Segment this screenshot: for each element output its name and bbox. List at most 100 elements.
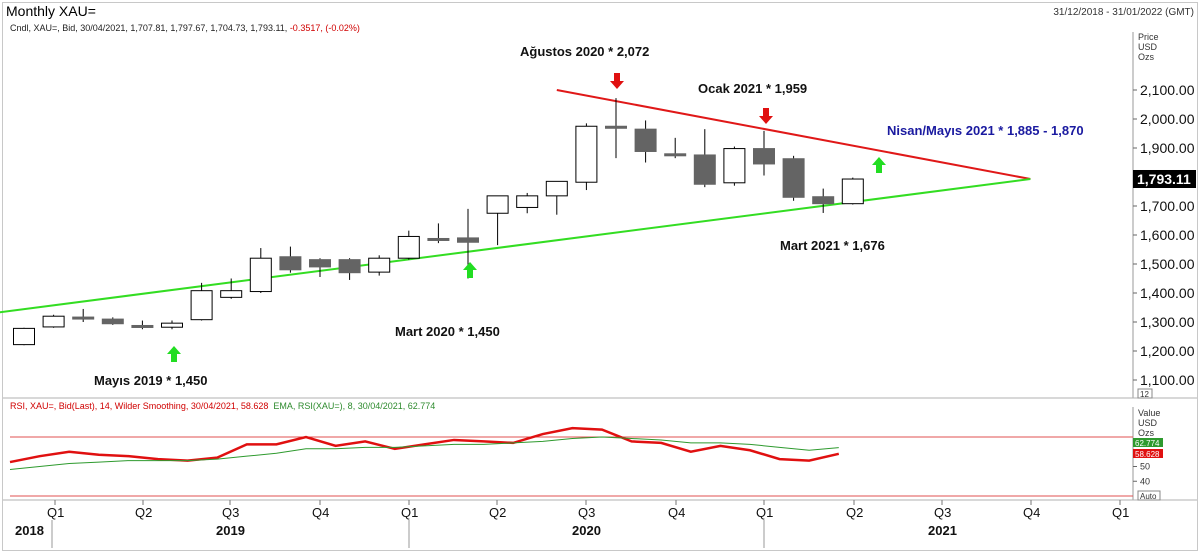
quarter-label: Q1 [756,505,773,520]
price-tick-label: 1,900.00 [1140,140,1195,156]
price-info-line: Cndl, XAU=, Bid, 30/04/2021, 1,707.81, 1… [10,23,360,33]
quarter-label: Q2 [135,505,152,520]
candle-up [397,235,420,259]
year-label: 2020 [572,523,601,538]
price-axis-label-1: Price [1138,32,1159,42]
rsi-axis-label-1: Value [1138,408,1161,418]
annotation-label: Ocak 2021 * 1,959 [698,81,807,96]
price-tick-label: 1,200.00 [1140,343,1195,359]
candle-down [309,259,331,268]
support-trendline [0,178,1031,314]
year-label: 2019 [216,523,245,538]
annotation-label: Mart 2020 * 1,450 [395,324,500,339]
price-axis-label-2: USD [1138,42,1158,52]
annotation-label: Nisan/Mayıs 2021 * 1,885 - 1,870 [887,123,1084,138]
scale-box-label: 12 [1140,390,1149,399]
down-arrow-aug2020 [610,73,624,89]
candle-up [723,148,746,184]
price-tick-label: 2,100.00 [1140,82,1195,98]
candle-down [72,316,95,320]
rsi-info-text: RSI, XAU=, Bid(Last), 14, Wilder Smoothi… [10,401,269,411]
quarter-label: Q3 [222,505,239,520]
candle-down [457,237,479,243]
price-tick-label: 2,000.00 [1140,111,1195,127]
quarter-label: Q4 [312,505,329,520]
candle-up [575,125,598,183]
quarter-label: Q4 [668,505,685,520]
quarter-label: Q4 [1023,505,1040,520]
up-arrow-may2019 [167,346,181,362]
candle-down [279,256,302,271]
price-tick-label: 1,300.00 [1140,314,1195,330]
price-change: -0.3517, (-0.02%) [289,23,360,33]
candle-up [220,290,243,298]
quarter-label: Q2 [489,505,506,520]
candle-up [368,257,391,273]
candle-down [664,153,687,157]
candle-down [101,318,124,325]
up-arrow-aprmay2021 [872,157,886,173]
candle-up [545,180,568,197]
price-info-text: Cndl, XAU=, Bid, 30/04/2021, 1,707.81, 1… [10,23,288,33]
rsi-axis-label-3: Ozs [1138,428,1155,438]
quarter-label: Q3 [578,505,595,520]
ema-info-text: EMA, RSI(XAU=), 8, 30/04/2021, 62.774 [273,401,436,411]
chart-title: Monthly XAU= [6,3,96,19]
candle-down [131,324,154,328]
annotation-label: Mart 2021 * 1,676 [780,238,885,253]
candle-down [812,196,835,205]
up-arrow-mar2020 [463,262,477,278]
ema-value-label: 62.774 [1135,439,1160,448]
rsi-line [9,426,840,464]
auto-box [1137,490,1161,501]
rsi-info-line: RSI, XAU=, Bid(Last), 14, Wilder Smoothi… [10,401,435,411]
candle-up [42,315,65,328]
year-label: 2021 [928,523,957,538]
scale-box [1137,388,1153,399]
quarter-label: Q1 [1112,505,1129,520]
candle-down [338,259,361,274]
annotation-label: Ağustos 2020 * 2,072 [520,44,649,59]
ema-line [9,436,839,470]
rsi-value-label: 58.628 [1135,450,1160,459]
price-tick-label: 1,500.00 [1140,256,1195,272]
price-tick-label: 1,100.00 [1140,372,1195,388]
price-axis-label: Price USD Ozs [1138,32,1159,62]
date-range: 31/12/2018 - 31/01/2022 (GMT) [1053,7,1194,18]
annotation-label: Mayıs 2019 * 1,450 [94,373,207,388]
auto-label: Auto [1140,492,1157,501]
rsi-value-tag [1133,449,1163,458]
quarter-label: Q3 [934,505,951,520]
candle-down [782,158,805,198]
candle-down [605,125,627,129]
rsi-tick-label: 40 [1140,476,1150,486]
current-price-tag [1133,169,1196,188]
candle-up [190,290,213,321]
rsi-axis-label: Value USD Ozs [1138,408,1160,438]
candle-down [753,148,775,165]
down-arrow-jan2021 [759,108,773,124]
year-label: 2018 [15,523,44,538]
candle-up [486,195,509,214]
price-tick-label: 1,400.00 [1140,285,1195,301]
candle-up [161,322,183,328]
candle-up [13,327,35,346]
quarter-label: Q2 [846,505,863,520]
current-price-label: 1,793.11 [1137,171,1191,187]
rsi-axis-label-2: USD [1138,418,1158,428]
candle-down [427,237,450,241]
candle-up [841,178,864,205]
ema-value-tag [1133,438,1163,447]
price-tick-label: 1,600.00 [1140,227,1195,243]
quarter-label: Q1 [47,505,64,520]
candle-down [634,128,657,152]
candle-up [249,257,272,293]
price-axis-label-3: Ozs [1138,52,1155,62]
resistance-trendline [556,89,1031,181]
quarter-label: Q1 [401,505,418,520]
candle-down [693,154,716,185]
price-tick-label: 1,700.00 [1140,198,1195,214]
candle-up [516,195,539,208]
